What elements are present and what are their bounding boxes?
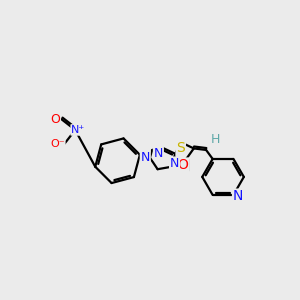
Text: O⁻: O⁻ [50,139,65,149]
Text: H: H [211,133,220,146]
Text: N: N [154,146,163,160]
Text: O: O [178,158,188,172]
Text: O: O [50,113,60,126]
Text: S: S [176,141,185,155]
Text: N⁺: N⁺ [71,125,85,135]
Text: N: N [233,190,243,203]
Text: N: N [141,151,150,164]
Text: N: N [170,157,179,170]
